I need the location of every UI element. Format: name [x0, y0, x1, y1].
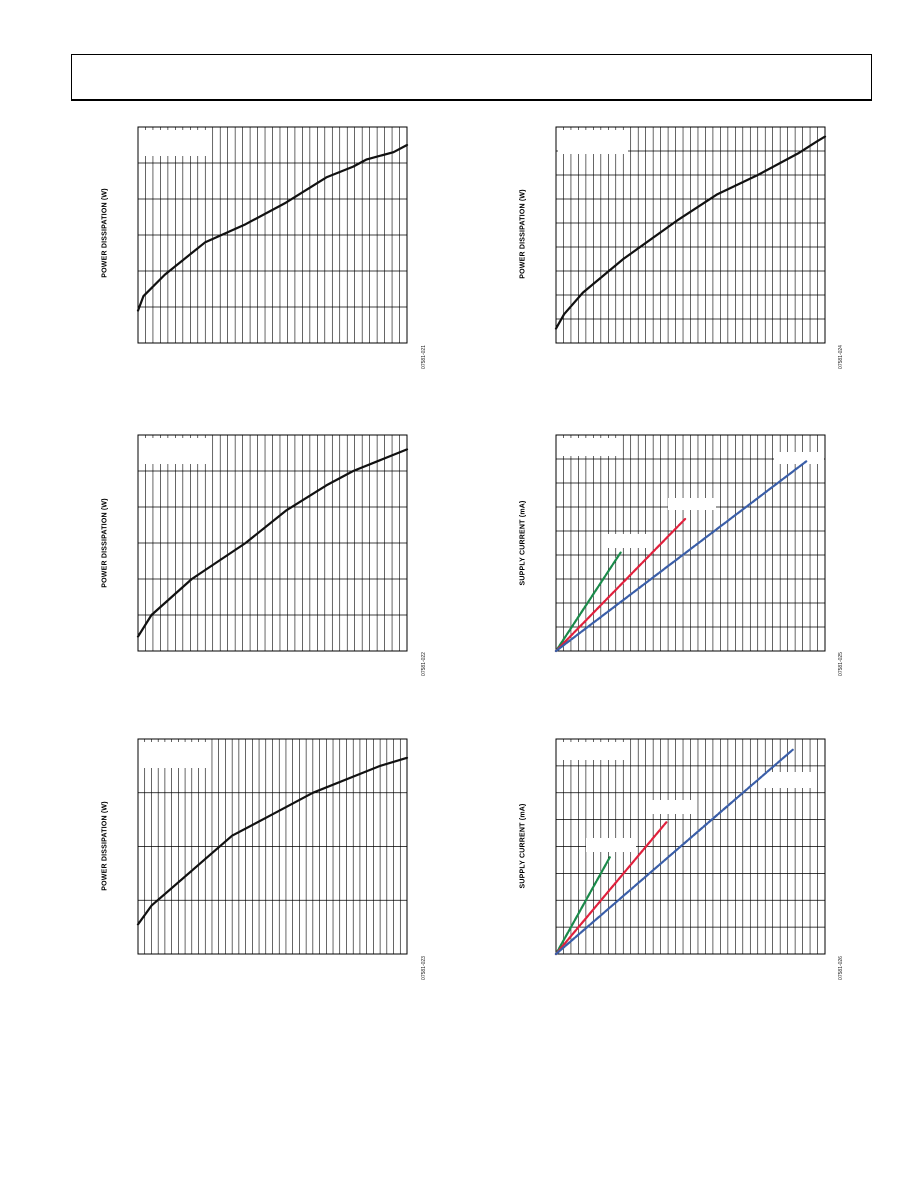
series-line-2 — [554, 821, 668, 956]
series-line-1 — [136, 448, 409, 638]
series-line-3 — [554, 748, 794, 956]
figure-id: 07581-023 — [421, 956, 427, 980]
series-line-3 — [554, 460, 808, 653]
y-axis-label: POWER DISSIPATION (W) — [101, 188, 109, 278]
y-axis-label: POWER DISSIPATION (W) — [519, 189, 527, 279]
chart-power-dissipation-3 — [136, 434, 409, 652]
legend-box — [586, 838, 636, 852]
chart-power-dissipation-2 — [554, 126, 827, 344]
chart-supply-current-1 — [554, 434, 826, 653]
series-line-1 — [136, 143, 409, 312]
series-line-2 — [554, 517, 687, 653]
series-line-1 — [554, 551, 622, 653]
plot-frame — [137, 126, 408, 344]
y-axis-label: POWER DISSIPATION (W) — [101, 801, 109, 891]
series-line-1 — [554, 135, 827, 330]
legend-box — [762, 772, 816, 788]
figure-id: 07581-025 — [838, 652, 844, 676]
legend-box — [602, 534, 650, 548]
y-axis-label: POWER DISSIPATION (W) — [101, 498, 109, 588]
legend-box — [140, 742, 208, 768]
series-line-1 — [136, 756, 409, 926]
y-axis-label: SUPPLY CURRENT (mA) — [519, 500, 527, 586]
series-line-1 — [554, 856, 611, 956]
legend-box — [140, 438, 206, 464]
legend-box — [774, 452, 824, 464]
figure-id: 07581-022 — [421, 652, 427, 676]
chart-power-dissipation-1 — [136, 126, 409, 344]
figure-id: 07581-026 — [838, 956, 844, 980]
legend-box — [558, 742, 626, 760]
y-axis-label: SUPPLY CURRENT (mA) — [519, 803, 527, 889]
legend-box — [558, 130, 628, 154]
plot-frame — [555, 738, 826, 955]
legend-box — [140, 130, 206, 156]
chart-power-dissipation-5 — [136, 738, 409, 955]
plot-frame — [137, 434, 408, 652]
legend-box — [646, 800, 694, 814]
legend-box — [558, 438, 618, 456]
page-header-box — [71, 54, 872, 101]
chart-supply-current-2 — [554, 738, 826, 956]
plot-frame — [555, 126, 826, 344]
figure-id: 07581-024 — [838, 345, 844, 369]
plot-frame — [137, 738, 408, 955]
figure-id: 07581-021 — [421, 345, 427, 369]
plot-frame — [555, 434, 826, 652]
legend-box — [668, 498, 716, 510]
